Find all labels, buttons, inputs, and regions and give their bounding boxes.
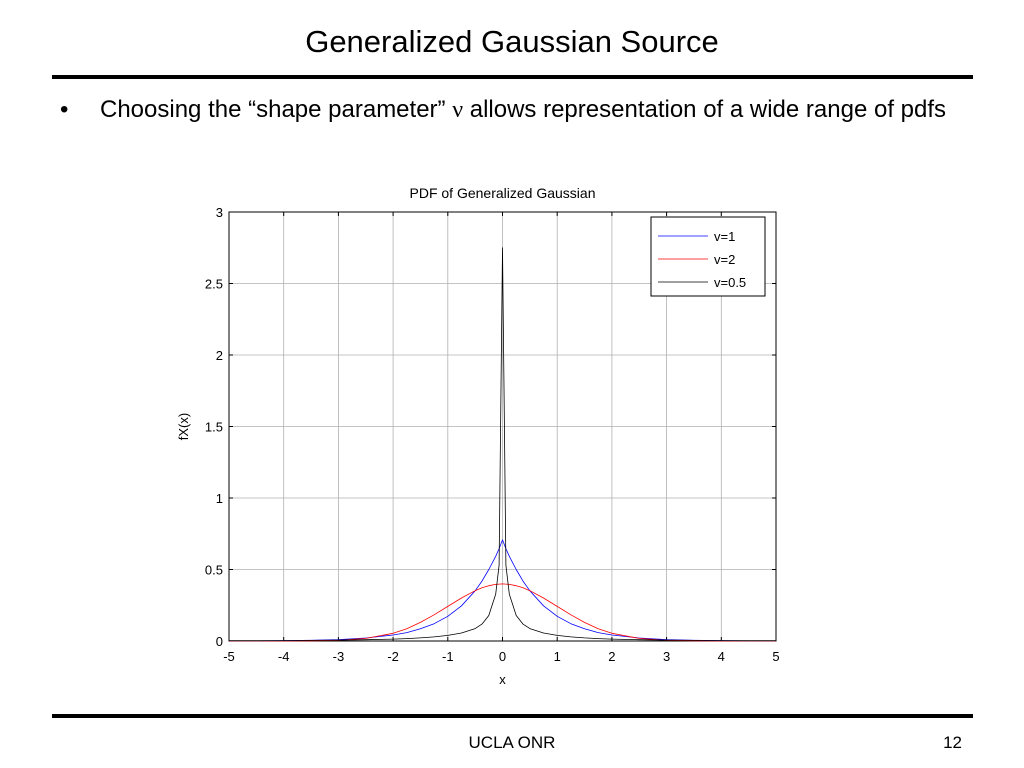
series-line bbox=[229, 539, 776, 642]
legend-box bbox=[650, 216, 766, 297]
series-line bbox=[229, 583, 776, 642]
x-axis-label: x bbox=[499, 672, 506, 687]
shape-parameter-symbol: ν bbox=[452, 97, 464, 123]
legend-entry: v=1 bbox=[714, 229, 735, 244]
y-tick-label: 3 bbox=[216, 205, 223, 220]
x-tick-label: 3 bbox=[663, 649, 670, 664]
bullet-text: Choosing the “shape parameter” ν allows … bbox=[100, 92, 960, 128]
plot-frame bbox=[228, 211, 777, 642]
slide-title: Generalized Gaussian Source bbox=[305, 24, 719, 59]
y-tick-label: 1.5 bbox=[205, 420, 223, 435]
y-tick-label: 0.5 bbox=[205, 563, 223, 578]
x-tick-label: 4 bbox=[718, 649, 725, 664]
x-tick-label: 1 bbox=[554, 649, 561, 664]
title-divider bbox=[52, 75, 973, 79]
bullet-text-before: Choosing the “shape parameter” bbox=[100, 96, 453, 123]
x-tick-label: 2 bbox=[608, 649, 615, 664]
x-tick-label: -5 bbox=[223, 649, 235, 664]
y-tick-label: 2.5 bbox=[205, 277, 223, 292]
x-tick-label: 5 bbox=[772, 649, 779, 664]
chart-title: PDF of Generalized Gaussian bbox=[410, 185, 596, 201]
x-tick-label: -4 bbox=[278, 649, 290, 664]
y-tick-label: 2 bbox=[216, 348, 223, 363]
x-tick-label: -3 bbox=[333, 649, 345, 664]
x-tick-label: -2 bbox=[387, 649, 399, 664]
footer-divider bbox=[52, 714, 973, 718]
y-tick-label: 1 bbox=[216, 491, 223, 506]
footer-label: UCLA ONR bbox=[468, 733, 556, 752]
series-line bbox=[229, 247, 776, 642]
x-tick-label: -1 bbox=[442, 649, 454, 664]
bullet-marker: • bbox=[60, 96, 69, 123]
page-number: 12 bbox=[943, 733, 962, 752]
x-tick-label: 0 bbox=[499, 649, 506, 664]
legend-entry: v=2 bbox=[714, 252, 735, 267]
y-axis-label: fX(x) bbox=[176, 413, 191, 440]
bullet-text-after: allows representation of a wide range of… bbox=[463, 96, 947, 123]
legend-entry: v=0.5 bbox=[714, 275, 746, 290]
y-tick-label: 0 bbox=[216, 634, 223, 649]
